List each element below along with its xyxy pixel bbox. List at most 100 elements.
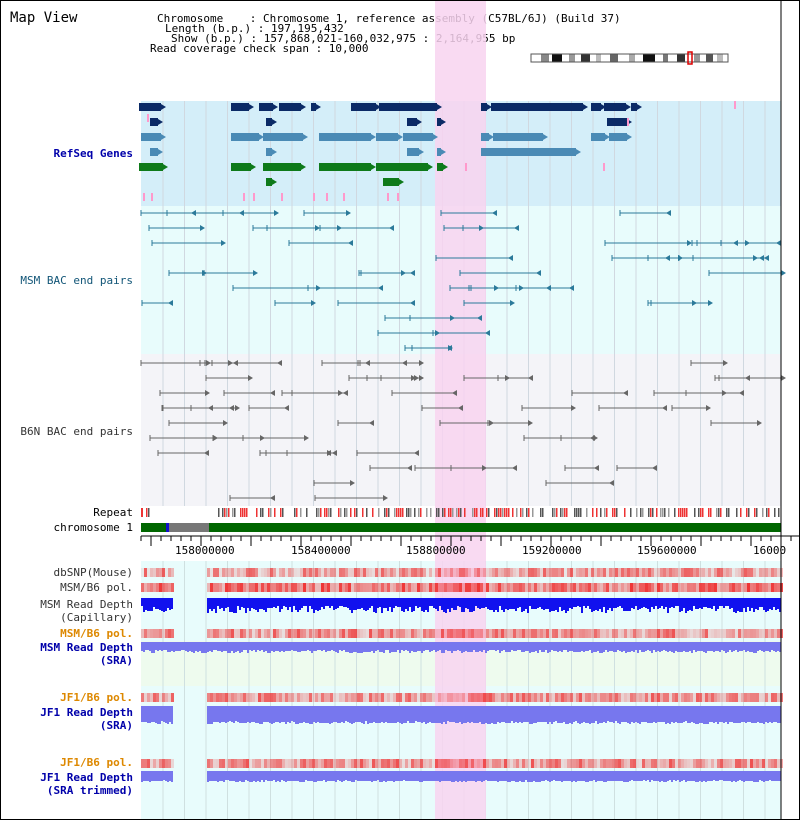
repeat-element — [330, 508, 332, 517]
repeat-element — [464, 508, 466, 517]
depth-bar — [315, 771, 317, 782]
pol-cell — [711, 693, 714, 702]
track-label-chromosome[interactable]: chromosome 1 — [53, 521, 133, 534]
pol-cell — [762, 693, 765, 702]
track-label-msm-depth-sra[interactable]: MSM Read Depth — [40, 641, 133, 654]
track-label-msm-b6-pol[interactable]: MSM/B6 pol. — [60, 581, 133, 594]
pol-cell — [705, 629, 708, 638]
depth-bar — [617, 771, 619, 781]
pol-cell — [471, 629, 474, 638]
b6n-bac-end-marker — [652, 465, 657, 471]
track-label-refseq[interactable]: RefSeq Genes — [53, 147, 133, 160]
repeat-element — [306, 508, 308, 517]
depth-bar — [367, 598, 369, 610]
depth-bar — [705, 771, 707, 782]
pol-cell — [501, 759, 504, 768]
track-label-msm-b6-pol-sra[interactable]: MSM/B6 pol. — [60, 627, 133, 640]
depth-bar — [383, 771, 385, 781]
depth-bar — [685, 642, 687, 652]
pol-cell — [417, 629, 420, 638]
track-label-jf1-b6-pol-2[interactable]: JF1/B6 pol. — [60, 756, 133, 769]
pol-cell — [672, 583, 675, 592]
depth-bar — [571, 598, 573, 609]
depth-bar — [353, 642, 355, 652]
depth-bar — [531, 598, 533, 609]
gene-strand-arrow — [417, 119, 422, 125]
track-label-jf1-trimmed[interactable]: JF1 Read Depth — [40, 771, 133, 784]
track-label-msm-bac[interactable]: MSM BAC end pairs — [20, 274, 133, 287]
depth-bar — [483, 598, 485, 608]
pol-cell — [210, 693, 213, 702]
depth-bar — [267, 771, 269, 781]
pol-cell — [495, 629, 498, 638]
depth-bar — [719, 706, 721, 722]
track-label-jf1-depth[interactable]: JF1 Read Depth — [40, 706, 133, 719]
pol-cell — [678, 629, 681, 638]
depth-bar — [415, 642, 417, 652]
b6n-bac-end-marker — [706, 405, 711, 411]
pol-cell — [528, 568, 531, 577]
pol-cell — [504, 583, 507, 592]
depth-bar — [371, 598, 373, 606]
track-label-msm-depth-capillary[interactable]: MSM Read Depth — [40, 598, 133, 611]
repeat-element — [726, 508, 728, 517]
pol-cell — [489, 759, 492, 768]
depth-bar — [341, 598, 343, 606]
repeat-element — [228, 508, 230, 517]
pol-cell — [162, 568, 165, 577]
depth-bar — [359, 598, 361, 609]
depth-bar — [495, 642, 497, 651]
depth-bar — [695, 598, 697, 609]
depth-bar — [151, 642, 153, 653]
depth-bar — [625, 642, 627, 653]
depth-bar — [287, 706, 289, 722]
pol-cell — [645, 568, 648, 577]
depth-bar — [305, 771, 307, 780]
depth-bar — [163, 771, 165, 780]
depth-bar — [341, 706, 343, 722]
depth-bar — [487, 771, 489, 781]
depth-bar — [477, 706, 479, 723]
track-label-b6n-bac[interactable]: B6N BAC end pairs — [20, 425, 133, 438]
pol-cell — [267, 693, 270, 702]
pol-cell — [564, 693, 567, 702]
depth-bar — [339, 598, 341, 606]
repeat-element — [554, 508, 556, 517]
depth-bar — [595, 598, 597, 610]
track-label-repeat[interactable]: Repeat — [93, 506, 133, 519]
depth-bar — [141, 771, 143, 782]
depth-bar — [681, 771, 683, 781]
track-label-jf1-b6-pol[interactable]: JF1/B6 pol. — [60, 691, 133, 704]
pol-cell — [240, 568, 243, 577]
pol-cell — [561, 759, 564, 768]
depth-bar — [751, 771, 753, 781]
refseq-gene — [279, 103, 301, 111]
pol-cell — [627, 693, 630, 702]
pol-cell — [636, 568, 639, 577]
depth-bar — [773, 706, 775, 722]
pol-cell — [240, 629, 243, 638]
pol-cell — [570, 629, 573, 638]
depth-bar — [273, 771, 275, 780]
depth-bar — [685, 706, 687, 721]
pol-cell — [162, 759, 165, 768]
pol-cell — [444, 693, 447, 702]
pol-cell — [405, 583, 408, 592]
depth-bar — [415, 598, 417, 606]
pol-cell — [531, 583, 534, 592]
track-label-dbsnp[interactable]: dbSNP(Mouse) — [53, 566, 133, 579]
refseq-gene — [607, 118, 627, 126]
depth-bar — [505, 771, 507, 781]
repeat-element — [556, 508, 558, 517]
depth-bar — [625, 598, 627, 611]
pol-cell — [507, 693, 510, 702]
pol-cell — [603, 583, 606, 592]
pol-cell — [243, 629, 246, 638]
pol-cell — [771, 568, 774, 577]
depth-bar — [407, 642, 409, 651]
gene-strand-arrow — [626, 104, 631, 110]
pol-cell — [684, 759, 687, 768]
pol-cell — [732, 759, 735, 768]
depth-bar — [765, 598, 767, 612]
